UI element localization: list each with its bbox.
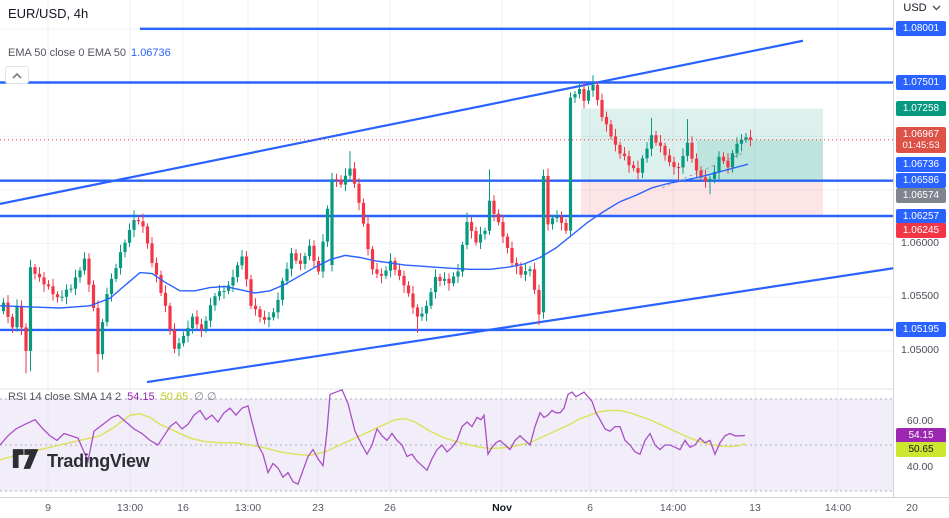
time-label-13: 13 [749,502,761,514]
time-label-9: 9 [45,502,51,514]
tradingview-logo[interactable]: TradingView [12,448,150,475]
rsi-sma-line[interactable] [0,409,746,461]
time-label-13:00: 13:00 [116,502,144,514]
price-label-1.06967: 1.06967 01:45:53 [896,126,946,153]
time-label-16: 16 [177,502,189,514]
chart-legend: EUR/USD, 4h EMA 50 close 0 EMA 50 1.06736 [5,6,171,84]
price-scale[interactable]: USD 1.08001 1.07501 1.07258 1.06967 01:45:53… [893,0,949,497]
price-label-50.65: 50.65 [896,442,946,457]
symbol-title[interactable]: EUR/USD, 4h [8,6,89,21]
price-label-1.08001: 1.08001 [896,21,946,37]
time-label-Nov: Nov [492,502,512,514]
chevron-down-icon [932,2,941,14]
axis-label-1.05500: 1.05500 [901,290,939,303]
tradingview-logo-text: TradingView [47,451,150,471]
legend-collapse-button[interactable] [5,66,29,84]
horizontal-level-lines[interactable] [0,27,893,332]
countdown-timer: 01:45:53 [902,139,940,151]
price-label-1.06574: 1.06574 [896,188,946,204]
rsi-legend-value: 54.15 [127,391,155,403]
long-position-tool[interactable] [581,108,823,217]
price-label-1.06586: 1.06586 [896,173,946,189]
rsi-legend-label: RSI 14 close SMA 14 2 [8,391,122,403]
indicator-legend-rsi[interactable]: RSI 14 close SMA 14 2 54.15 50.65 ∅ ∅ [8,390,216,403]
candlestick-series [1,75,753,374]
time-label-14:00: 14:00 [824,502,852,514]
chevron-up-icon [11,68,23,83]
rsi-band [0,398,893,492]
time-label-13:00: 13:00 [234,502,262,514]
rsi-empty-values: ∅ ∅ [194,391,217,403]
time-label-6: 6 [587,502,593,514]
price-label-1.07258: 1.07258 [896,101,946,117]
price-label-1.06245: 1.06245 [896,222,946,238]
price-label-1.06736: 1.06736 [896,157,946,173]
chart-pane[interactable]: EUR/USD, 4h EMA 50 close 0 EMA 50 1.06736… [0,0,893,497]
tradingview-logo-icon [12,448,40,475]
ema-50-line[interactable] [0,163,749,309]
candlestick-chart-canvas[interactable] [0,0,893,497]
time-label-20: 20 [906,502,918,514]
time-label-23: 23 [312,502,324,514]
time-label-26: 26 [384,502,396,514]
currency-label: USD [903,2,927,14]
price-label-1.05195: 1.05195 [896,322,946,338]
ema-legend-label: EMA 50 close 0 EMA 50 [8,47,127,59]
ema-legend-value: 1.06736 [131,47,171,59]
currency-selector[interactable]: USD [894,2,949,14]
price-label-1.07501: 1.07501 [896,75,946,90]
rsi-sma-legend-value: 50.65 [160,391,189,403]
axis-label-40.00: 40.00 [906,461,934,473]
indicator-legend-ema[interactable]: EMA 50 close 0 EMA 50 1.06736 [8,47,171,59]
axis-label-1.06000: 1.06000 [901,236,939,249]
time-label-14:00: 14:00 [659,502,687,514]
price-label-1.06257: 1.06257 [896,208,946,224]
time-axis[interactable]: 9 13:00 16 13:00 23 26 Nov 6 14:00 13 14:00 20 [0,497,949,518]
price-label-54.15: 54.15 [896,427,946,443]
axis-label-60.00: 60.00 [906,415,934,427]
rsi-line[interactable] [0,388,746,485]
axis-label-1.05000: 1.05000 [901,343,939,356]
